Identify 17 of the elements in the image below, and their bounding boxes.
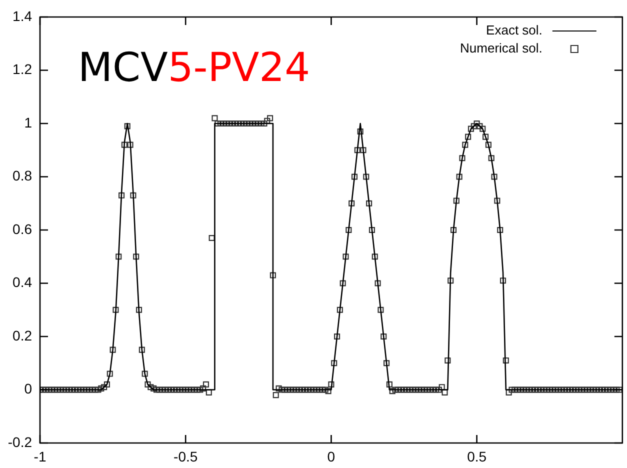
- annotation: 5-PV24: [168, 45, 310, 91]
- y-tick-label: 0.2: [12, 327, 32, 344]
- y-tick-label: 1.2: [12, 61, 32, 78]
- y-tick-label: 1: [24, 114, 32, 130]
- x-tick-label: 0.5: [467, 448, 487, 464]
- y-tick-label: 0.4: [12, 274, 32, 290]
- y-tick-label: -0.2: [8, 434, 32, 450]
- x-tick-label: 0: [327, 448, 336, 464]
- legend-label: Numerical sol.: [460, 40, 542, 56]
- y-tick-label: 0: [24, 380, 32, 397]
- annotation: MCV: [78, 45, 168, 91]
- legend-label: Exact sol.: [486, 22, 542, 38]
- y-tick-label: 0.8: [12, 168, 32, 184]
- y-tick-label: 0.6: [12, 220, 32, 237]
- x-tick-label: -1: [34, 448, 46, 464]
- x-tick-label: -0.5: [174, 448, 198, 464]
- y-tick-label: 1.4: [12, 8, 32, 24]
